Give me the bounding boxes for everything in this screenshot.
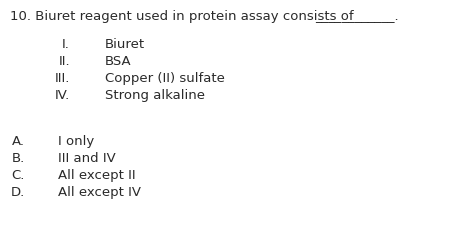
Text: IV.: IV. — [55, 89, 70, 102]
Text: All except II: All except II — [58, 169, 135, 182]
Text: I only: I only — [58, 135, 94, 148]
Text: 10. Biuret reagent used in protein assay consists of: 10. Biuret reagent used in protein assay… — [10, 10, 353, 23]
Text: II.: II. — [58, 55, 70, 68]
Text: C.: C. — [11, 169, 25, 182]
Text: III.: III. — [55, 72, 70, 85]
Text: Biuret: Biuret — [105, 38, 145, 51]
Text: BSA: BSA — [105, 55, 131, 68]
Text: I.: I. — [62, 38, 70, 51]
Text: All except IV: All except IV — [58, 186, 141, 199]
Text: Copper (II) sulfate: Copper (II) sulfate — [105, 72, 224, 85]
Text: ____________.: ____________. — [314, 10, 398, 23]
Text: B.: B. — [12, 152, 25, 165]
Text: III and IV: III and IV — [58, 152, 116, 165]
Text: Strong alkaline: Strong alkaline — [105, 89, 205, 102]
Text: A.: A. — [12, 135, 25, 148]
Text: D.: D. — [11, 186, 25, 199]
